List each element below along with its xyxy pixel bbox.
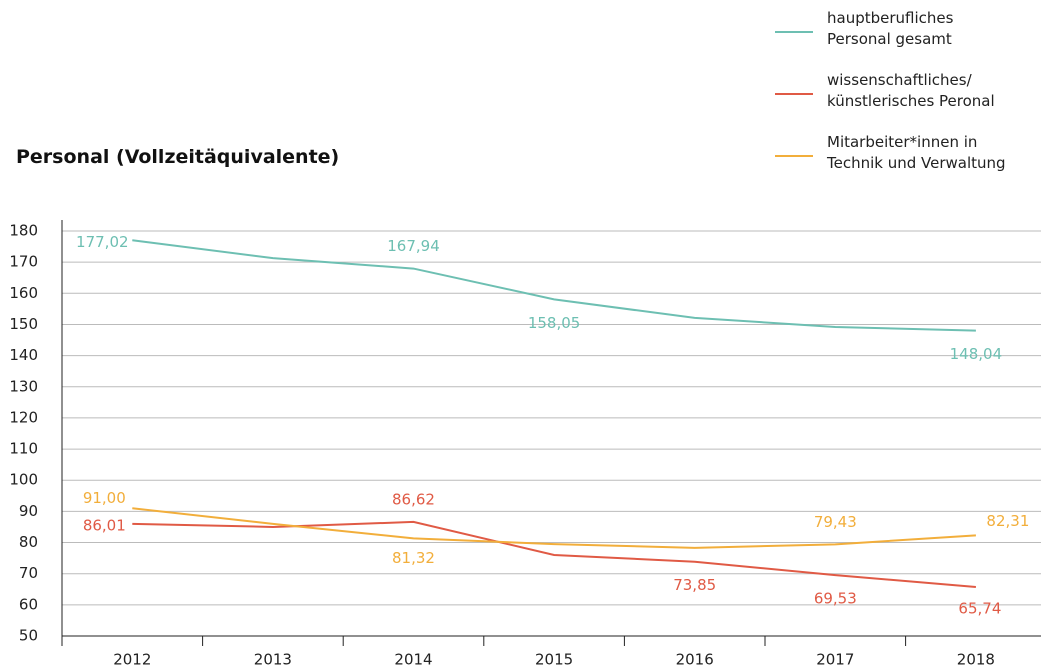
value-label: 81,32 xyxy=(392,549,435,567)
legend-label: wissenschaftliches/ künstlerisches Peron… xyxy=(827,71,995,110)
legend-swatch xyxy=(775,155,813,157)
y-tick-label: 130 xyxy=(9,377,38,395)
value-label: 91,00 xyxy=(83,489,126,507)
series-line xyxy=(132,507,976,549)
y-tick-label: 50 xyxy=(19,627,38,645)
x-tick-label: 2014 xyxy=(394,651,432,669)
y-tick-label: 180 xyxy=(9,222,38,240)
y-tick-label: 60 xyxy=(19,595,38,613)
x-tick-label: 2012 xyxy=(113,651,151,669)
x-tick-label: 2015 xyxy=(535,651,573,669)
legend-label: Mitarbeiter*innen in Technik und Verwalt… xyxy=(827,133,1006,172)
y-tick-label: 150 xyxy=(9,315,38,333)
series-line xyxy=(132,520,976,588)
value-label: 82,31 xyxy=(986,512,1029,530)
value-label: 79,43 xyxy=(814,513,857,531)
y-tick-label: 120 xyxy=(9,408,38,426)
value-label: 69,53 xyxy=(814,590,857,608)
y-tick-label: 170 xyxy=(9,253,38,271)
y-tick-label: 140 xyxy=(9,346,38,364)
legend-swatch xyxy=(775,93,813,95)
legend-swatch xyxy=(775,31,813,33)
legend: hauptberufliches Personal gesamt wissensc… xyxy=(775,8,1037,194)
chart-title: Personal (Vollzeitäquivalente) xyxy=(16,146,340,168)
legend-item: wissenschaftliches/ künstlerisches Peron… xyxy=(775,70,1037,132)
x-tick-label: 2016 xyxy=(676,651,714,669)
value-label: 177,02 xyxy=(76,233,129,251)
value-label: 148,04 xyxy=(950,345,1003,363)
legend-label: hauptberufliches Personal gesamt xyxy=(827,9,954,48)
y-tick-label: 110 xyxy=(9,440,38,458)
legend-item: hauptberufliches Personal gesamt xyxy=(775,8,1037,70)
value-label: 86,01 xyxy=(83,516,126,534)
y-tick-label: 70 xyxy=(19,564,38,582)
x-tick-label: 2013 xyxy=(254,651,292,669)
value-label: 167,94 xyxy=(387,237,440,255)
y-tick-label: 100 xyxy=(9,471,38,489)
value-label: 86,62 xyxy=(392,490,435,508)
value-label: 158,05 xyxy=(528,314,581,332)
series-line xyxy=(132,239,976,332)
y-tick-label: 80 xyxy=(19,533,38,551)
value-label: 65,74 xyxy=(958,599,1001,617)
legend-item: Mitarbeiter*innen in Technik und Verwalt… xyxy=(775,132,1037,194)
x-tick-label: 2017 xyxy=(816,651,854,669)
value-label: 73,85 xyxy=(673,576,716,594)
y-tick-label: 90 xyxy=(19,502,38,520)
x-tick-label: 2018 xyxy=(957,651,995,669)
y-tick-label: 160 xyxy=(9,284,38,302)
